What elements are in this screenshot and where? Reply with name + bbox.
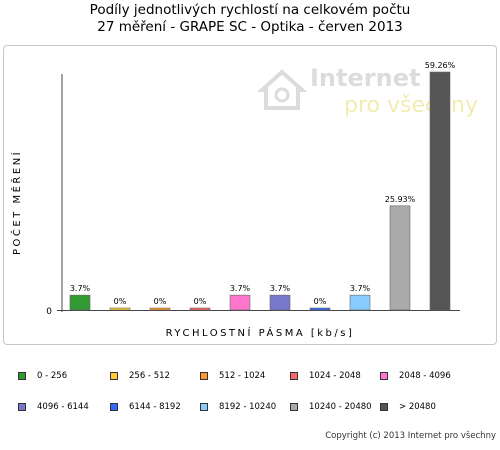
legend-label-3: 512 - 1024 xyxy=(219,371,266,381)
x-axis-label: RYCHLOSTNÍ PÁSMA [kb/s] xyxy=(166,326,355,339)
bar-value-label-3: 0% xyxy=(154,297,167,306)
legend: 0 - 256 256 - 512 512 - 1024 1024 - 2048 204… xyxy=(0,360,500,420)
legend-label-5: 2048 - 4096 xyxy=(399,371,451,381)
bar-value-label-10: 59.26% xyxy=(425,61,456,70)
legend-item-4: 1024 - 2048 xyxy=(290,369,361,383)
bar-value-label-1: 3.7% xyxy=(70,284,91,293)
legend-label-1: 0 - 256 xyxy=(37,371,68,381)
bar-value-label-4: 0% xyxy=(194,297,207,306)
legend-item-9: 10240 - 20480 xyxy=(290,400,372,414)
legend-swatch-7 xyxy=(110,403,118,411)
copyright-text: Copyright (c) 2013 Internet pro všechny xyxy=(325,431,496,441)
watermark-house-icon: Internet pro všechny xyxy=(256,64,478,118)
legend-swatch-4 xyxy=(290,372,298,380)
legend-item-8: 8192 - 10240 xyxy=(200,400,276,414)
legend-label-2: 256 - 512 xyxy=(129,371,170,381)
legend-item-5: 2048 - 4096 xyxy=(380,369,451,383)
legend-swatch-8 xyxy=(200,403,208,411)
legend-item-1: 0 - 256 xyxy=(18,369,67,383)
chart-title-line-1: Podíly jednotlivých rychlostí na celkové… xyxy=(89,2,411,18)
legend-label-4: 1024 - 2048 xyxy=(309,371,361,381)
legend-label-10: > 20480 xyxy=(399,402,436,412)
bar-4 xyxy=(189,307,211,311)
bar-3 xyxy=(149,307,171,311)
bar-chart: 0 POČET MĚŘENÍ RYCHLOSTNÍ PÁSMA [kb/s] 3… xyxy=(10,61,460,339)
bar-5 xyxy=(229,294,251,311)
legend-item-10: > 20480 xyxy=(380,400,436,414)
bar-7 xyxy=(309,307,331,311)
bar-2 xyxy=(109,307,131,311)
bar-6 xyxy=(269,294,291,311)
y-tick-label-zero: 0 xyxy=(46,307,52,317)
chart-title: Podíly jednotlivých rychlostí na celkové… xyxy=(0,2,500,36)
bar-value-label-5: 3.7% xyxy=(230,284,251,293)
bar-value-label-7: 0% xyxy=(314,297,327,306)
legend-label-6: 4096 - 6144 xyxy=(37,402,89,412)
watermark-line-2: pro všechny xyxy=(344,93,478,118)
bar-8 xyxy=(349,294,371,311)
legend-swatch-5 xyxy=(380,372,388,380)
bar-value-label-9: 25.93% xyxy=(385,195,416,204)
bar-value-label-6: 3.7% xyxy=(270,284,291,293)
legend-item-3: 512 - 1024 xyxy=(200,369,265,383)
bar-value-label-2: 0% xyxy=(114,297,127,306)
chart-title-line-2: 27 měření - GRAPE SC - Optika - červen 2… xyxy=(97,19,403,35)
legend-item-2: 256 - 512 xyxy=(110,369,170,383)
legend-item-6: 4096 - 6144 xyxy=(18,400,89,414)
legend-item-7: 6144 - 8192 xyxy=(110,400,181,414)
bar-value-label-8: 3.7% xyxy=(350,284,371,293)
legend-swatch-3 xyxy=(200,372,208,380)
watermark-line-1: Internet xyxy=(310,64,420,92)
legend-label-9: 10240 - 20480 xyxy=(309,402,372,412)
legend-swatch-10 xyxy=(380,403,388,411)
bar-10 xyxy=(429,71,451,311)
legend-swatch-2 xyxy=(110,372,118,380)
legend-label-7: 6144 - 8192 xyxy=(129,402,181,412)
legend-swatch-9 xyxy=(290,403,298,411)
legend-swatch-1 xyxy=(18,372,26,380)
legend-label-8: 8192 - 10240 xyxy=(219,402,277,412)
y-axis-label: POČET MĚŘENÍ xyxy=(10,150,23,255)
watermark-logo: Internet pro všechny xyxy=(256,60,498,124)
bar-9 xyxy=(389,205,411,311)
legend-swatch-6 xyxy=(18,403,26,411)
bar-1 xyxy=(69,294,91,311)
